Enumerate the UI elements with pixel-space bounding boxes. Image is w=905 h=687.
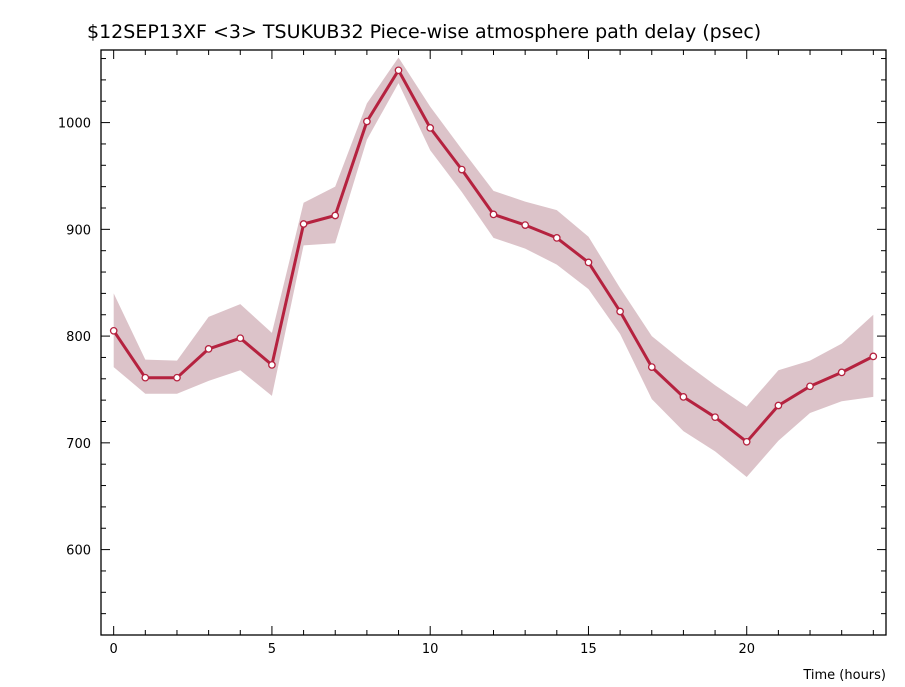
data-point [742,437,751,446]
data-point [109,326,118,335]
data-point [173,373,181,382]
data-point [363,117,371,126]
data-point [141,373,150,382]
data-point [489,210,498,219]
y-tick-label: 600 [66,544,91,559]
x-tick-label: 5 [268,642,276,657]
data-point [806,382,814,391]
data-point [204,345,213,353]
x-tick-label: 0 [110,642,118,657]
plot-area: 0 5 10 15 20 600 700 800 900 1000 [58,49,887,657]
data-point [616,307,624,316]
chart-title: $12SEP13XF <3> TSUKUB32 Piece-wise atmos… [87,21,761,43]
data-point [331,211,340,220]
data-point [584,258,593,267]
data-point [521,221,530,229]
series-line [112,68,874,444]
x-tick-label: 20 [738,642,755,657]
data-point [679,393,688,401]
data-point [299,220,308,228]
data-point [837,368,846,377]
y-tick-label: 1000 [58,117,91,132]
y-tick-label: 800 [66,330,91,345]
x-axis-label: Time (hours) [802,668,886,683]
data-point [552,234,561,242]
data-point [426,124,435,132]
data-point [457,165,466,174]
data-point [774,401,783,410]
data-point [236,334,245,343]
uncertainty-band [113,57,874,477]
y-tick-label: 700 [66,437,91,452]
y-tick-label: 900 [66,223,91,238]
data-point [711,413,719,422]
data-point [647,363,656,371]
data-point [394,66,403,75]
x-tick-label: 15 [580,642,597,657]
data-point [268,361,276,369]
data-point [869,352,878,361]
x-tick-label: 10 [422,642,439,657]
